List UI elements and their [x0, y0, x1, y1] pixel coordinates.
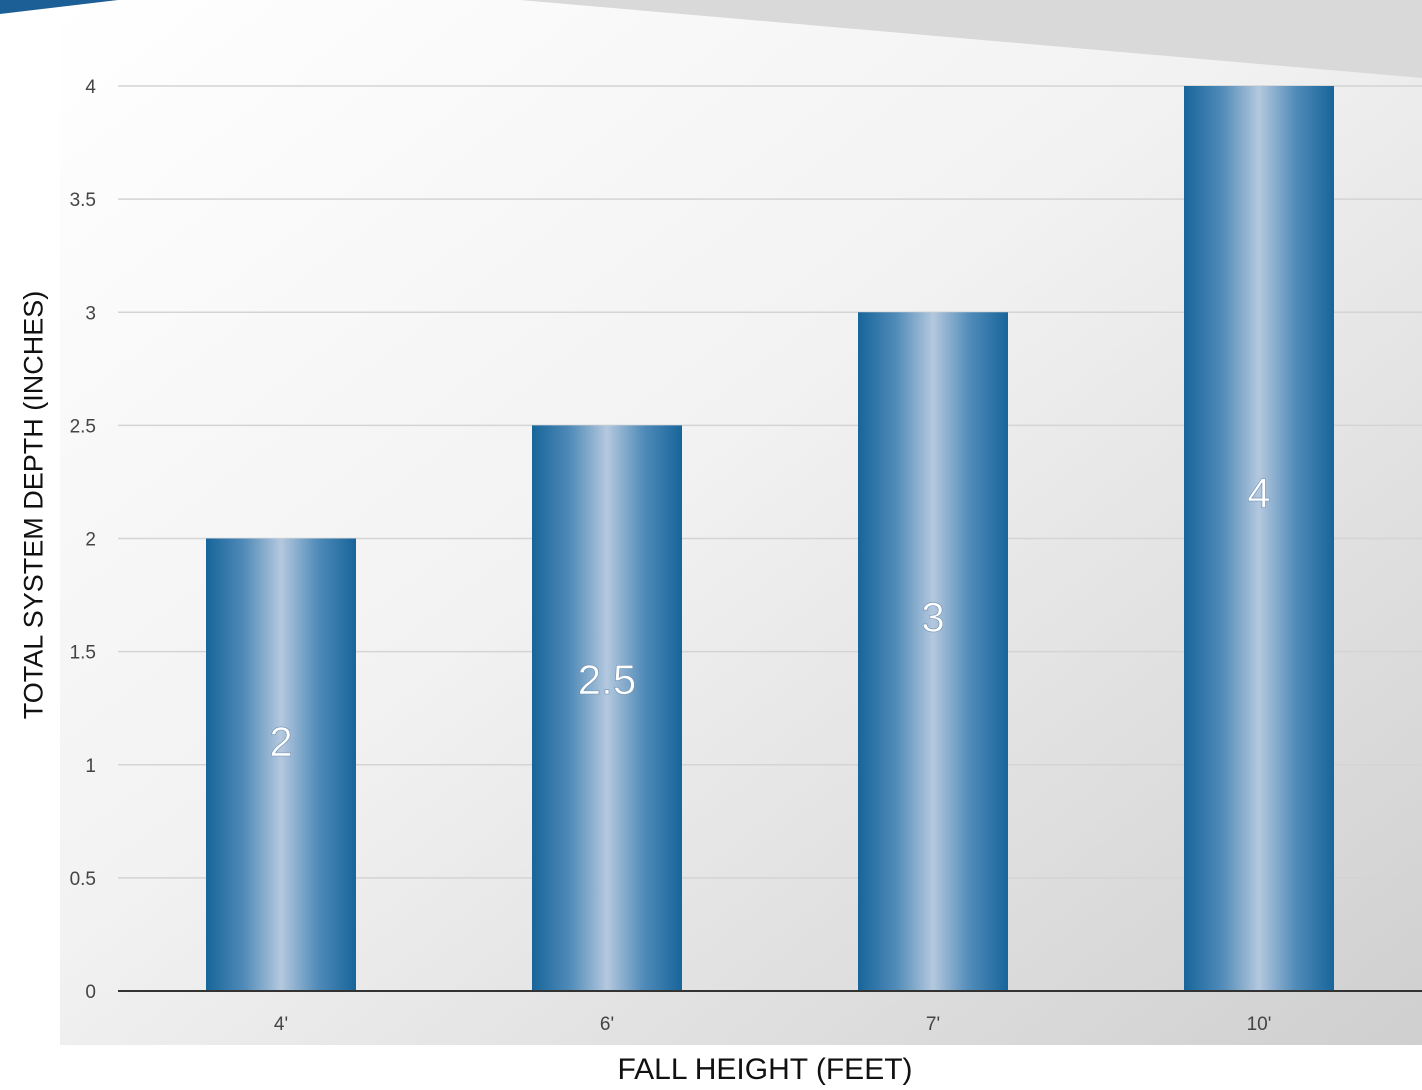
- y-axis-title: TOTAL SYSTEM DEPTH (INCHES): [18, 290, 49, 720]
- bars: [206, 86, 1334, 991]
- x-tick-label: 4': [274, 1014, 288, 1035]
- y-tick-label: 0.5: [70, 869, 96, 890]
- y-tick-label: 3: [85, 303, 96, 324]
- x-axis-title: FALL HEIGHT (FEET): [617, 1053, 913, 1086]
- data-label: 2: [269, 718, 292, 765]
- y-tick-label: 1.5: [70, 643, 96, 664]
- x-tick-label: 10': [1247, 1014, 1272, 1035]
- top-banner-light: [520, 0, 1422, 78]
- bar: [206, 538, 356, 991]
- y-tick-label: 2: [85, 530, 96, 551]
- bar: [532, 425, 682, 991]
- y-tick-label: 0: [85, 982, 96, 1003]
- data-label: 4: [1247, 469, 1270, 516]
- y-tick-label: 1: [85, 756, 96, 777]
- y-tick-labels: 0 0.5 1 1.5 2 2.5 3 3.5 4: [70, 77, 97, 1003]
- data-label: 3: [921, 594, 944, 641]
- data-labels: 2 2.5 3 4: [269, 469, 1271, 765]
- top-banner-blue: [0, 0, 118, 14]
- bar: [1184, 86, 1334, 991]
- data-label: 2.5: [578, 656, 636, 703]
- bar: [858, 312, 1008, 991]
- y-tick-label: 3.5: [70, 190, 96, 211]
- y-tick-label: 2.5: [70, 416, 96, 437]
- x-tick-label: 6': [600, 1014, 614, 1035]
- x-tick-labels: 4' 6' 7' 10': [274, 1014, 1271, 1035]
- y-tick-label: 4: [85, 77, 96, 98]
- x-tick-label: 7': [926, 1014, 940, 1035]
